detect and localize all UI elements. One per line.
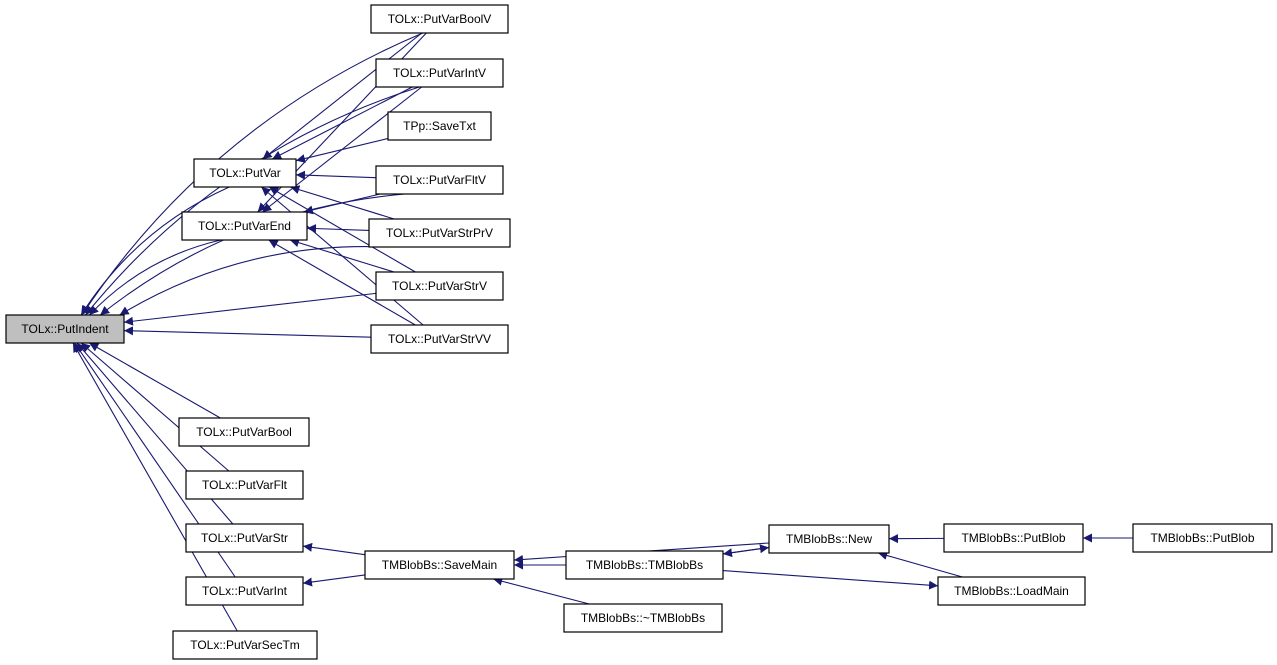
node-box <box>185 470 304 500</box>
node-putblob2[interactable]: TMBlobBs::PutBlob <box>1132 523 1273 553</box>
node-putvar[interactable]: TOLx::PutVar <box>193 158 297 188</box>
node-label: TOLx::PutVar <box>209 166 281 180</box>
node-label: TOLx::PutVarBool <box>196 425 292 439</box>
node-label: TOLx::PutVarIntV <box>393 66 486 80</box>
node-label: TOLx::PutVarStrPrV <box>386 226 493 240</box>
node-label: TOLx::PutVarFlt <box>202 478 288 492</box>
node-box <box>937 576 1086 606</box>
node-putvarintv[interactable]: TOLx::PutVarIntV <box>375 58 504 88</box>
node-box <box>387 111 492 141</box>
edge-putvarfltv-to-putvar <box>295 170 377 180</box>
node-box <box>1132 523 1273 553</box>
node-box <box>185 523 304 553</box>
node-box <box>375 165 504 195</box>
node-box <box>364 550 515 580</box>
node-label: TOLx::PutVarStrVV <box>388 332 491 346</box>
node-putvarbool[interactable]: TOLx::PutVarBool <box>178 417 310 447</box>
edge-putvarintv-to-putindent <box>85 86 420 316</box>
edge-putvarend-to-putindent <box>88 239 221 316</box>
node-putvarstrprv[interactable]: TOLx::PutVarStrPrV <box>368 218 511 248</box>
node-putindent[interactable]: TOLx::PutIndent <box>5 314 125 344</box>
node-box <box>370 4 509 34</box>
node-box <box>565 550 724 580</box>
node-putvarsectm[interactable]: TOLx::PutVarSecTm <box>172 630 318 660</box>
nodes: TOLx::PutIndent TOLx::PutVarBoolVTOLx::Pu… <box>5 4 1273 660</box>
node-putvarfltv[interactable]: TOLx::PutVarFltV <box>375 165 504 195</box>
node-label: TMBlobBs::PutBlob <box>1150 531 1254 545</box>
node-label: TOLx::PutVarFltV <box>393 173 486 187</box>
node-label: TOLx::PutVarSecTm <box>190 638 300 652</box>
node-putvarstrv[interactable]: TOLx::PutVarStrV <box>375 271 504 301</box>
node-label: TMBlobBs::PutBlob <box>961 531 1065 545</box>
node-label: TMBlobBs::~TMBlobBs <box>581 611 705 625</box>
node-putvarflt[interactable]: TOLx::PutVarFlt <box>185 470 304 500</box>
edge-putvarfltv-to-putvarend <box>303 193 381 215</box>
node-ctor[interactable]: TMBlobBs::TMBlobBs <box>565 550 724 580</box>
node-savetxt[interactable]: TPp::SaveTxt <box>387 111 492 141</box>
edge-putvarstrv-to-putvarend <box>289 238 395 273</box>
edge-savemain-to-putvarint <box>302 574 366 587</box>
edge-putvarbool-to-putindent <box>89 342 221 419</box>
edge-loadmain-to-new <box>877 551 963 578</box>
edge-ctor-to-loadmain <box>722 570 939 590</box>
edge-putvarboolv-to-putvar <box>262 32 423 160</box>
node-savemain[interactable]: TMBlobBs::SaveMain <box>364 550 515 580</box>
node-putvarstrvv[interactable]: TOLx::PutVarStrVV <box>370 324 509 354</box>
node-box <box>563 603 723 633</box>
node-label: TMBlobBs::LoadMain <box>954 584 1069 598</box>
node-box <box>768 524 890 554</box>
node-putvarint[interactable]: TOLx::PutVarInt <box>185 576 304 606</box>
node-box <box>370 324 509 354</box>
node-loadmain[interactable]: TMBlobBs::LoadMain <box>937 576 1086 606</box>
node-label: TOLx::PutVarStrV <box>392 279 487 293</box>
edge-putvarboolv-to-putvarend <box>257 32 427 213</box>
node-box <box>368 218 511 248</box>
node-putvarstr[interactable]: TOLx::PutVarStr <box>185 523 304 553</box>
node-putvarend[interactable]: TOLx::PutVarEnd <box>181 211 308 241</box>
node-box <box>375 271 504 301</box>
edge-putvarstrvv-to-putindent <box>123 326 372 338</box>
edge-ctor-to-new <box>722 544 770 555</box>
node-label: TMBlobBs::New <box>786 532 872 546</box>
node-box <box>185 576 304 606</box>
node-label: TMBlobBs::TMBlobBs <box>586 558 703 572</box>
node-box <box>193 158 297 188</box>
edge-putvarintv-to-putvarend <box>262 86 422 213</box>
edge-putvarstr-to-putindent <box>76 342 234 525</box>
edge-putvarflt-to-putindent <box>80 342 230 472</box>
node-box <box>5 314 125 344</box>
edge-putvarboolv-to-putindent <box>81 32 424 316</box>
node-box <box>181 211 308 241</box>
node-label: TOLx::PutVarBoolV <box>388 12 492 26</box>
node-label: TOLx::PutVarInt <box>202 584 288 598</box>
node-putblob1[interactable]: TMBlobBs::PutBlob <box>943 523 1084 553</box>
node-box <box>375 58 504 88</box>
node-label: TPp::SaveTxt <box>403 119 476 133</box>
edge-putvarstrv-to-putindent <box>123 292 377 326</box>
node-label: TOLx::PutIndent <box>21 322 109 336</box>
edge-putvarstrprv-to-putvarend <box>306 224 370 234</box>
node-new[interactable]: TMBlobBs::New <box>768 524 890 554</box>
node-dtor[interactable]: TMBlobBs::~TMBlobBs <box>563 603 723 633</box>
edge-savemain-to-putvarstr <box>302 542 366 556</box>
edge-dtor-to-savemain <box>493 576 590 605</box>
node-box <box>172 630 318 660</box>
edge-putvarstrprv-to-putindent <box>119 246 386 316</box>
edge-putvar-to-putindent <box>80 186 230 316</box>
edge-putvarstrvv-to-putvarend <box>268 239 416 326</box>
node-putvarboolv[interactable]: TOLx::PutVarBoolV <box>370 4 509 34</box>
node-box <box>943 523 1084 553</box>
node-label: TMBlobBs::SaveMain <box>382 558 497 572</box>
node-label: TOLx::PutVarStr <box>201 531 288 545</box>
node-label: TOLx::PutVarEnd <box>198 219 291 233</box>
node-box <box>178 417 310 447</box>
